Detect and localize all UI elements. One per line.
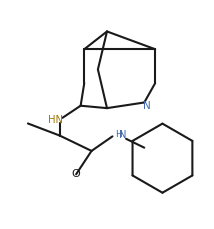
Text: H: H <box>115 130 122 139</box>
Text: N: N <box>119 130 127 140</box>
Text: HN: HN <box>48 115 63 125</box>
Text: N: N <box>143 101 151 111</box>
Text: O: O <box>72 169 80 179</box>
